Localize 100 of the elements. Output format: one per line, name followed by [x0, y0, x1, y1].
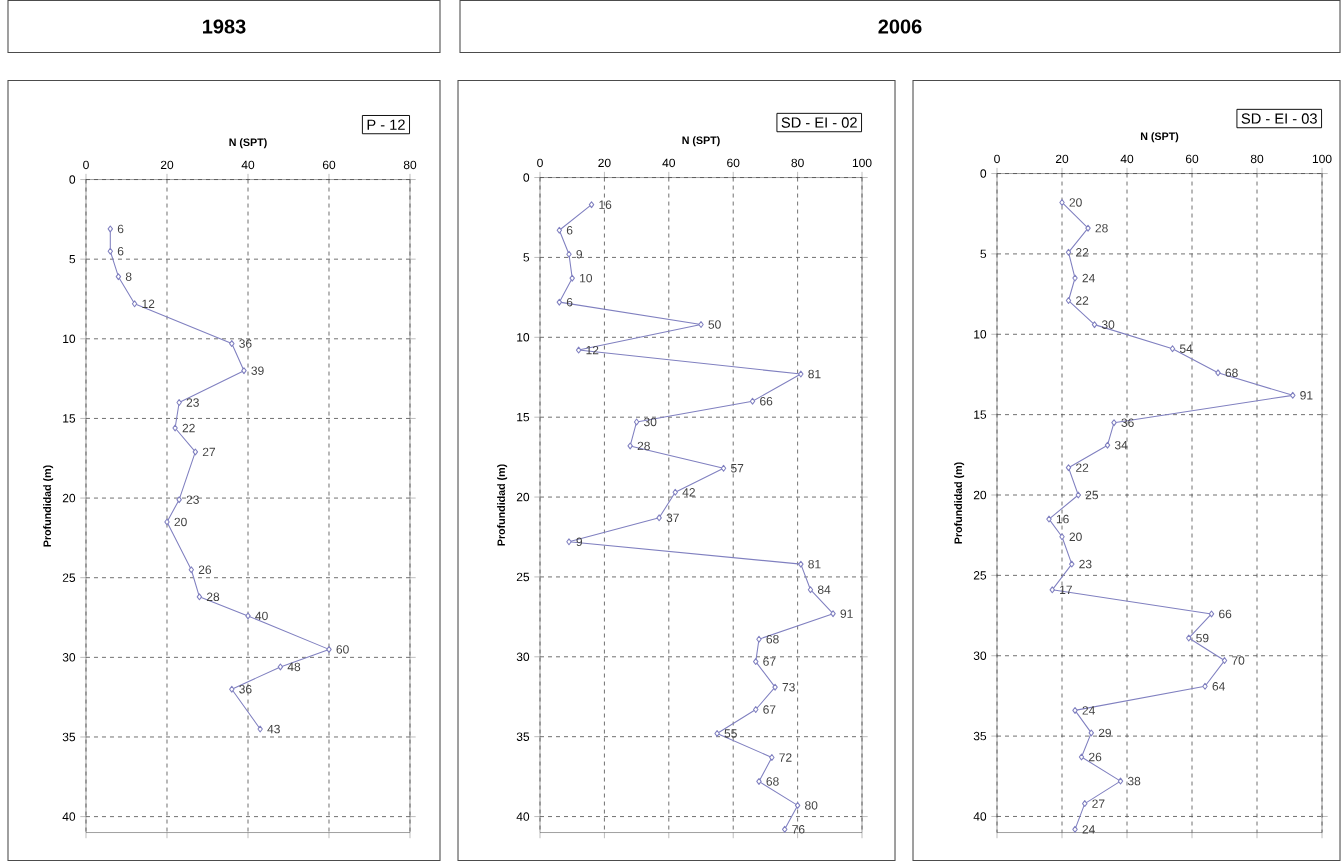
- data-label: 30: [1101, 320, 1115, 330]
- data-label: 36: [1121, 418, 1134, 428]
- y-tick-label: 0: [980, 169, 987, 179]
- data-label: 68: [766, 777, 779, 786]
- chart-title: 1983: [203, 19, 246, 34]
- x-tick-label: 80: [1250, 154, 1264, 164]
- y-tick-label: 5: [523, 253, 530, 262]
- x-tick-label: 100: [1312, 154, 1332, 164]
- data-label: 91: [840, 609, 853, 619]
- x-tick-label: 40: [662, 158, 676, 168]
- y-axis-title: Profundidad (m): [43, 465, 54, 547]
- data-label: 40: [255, 611, 268, 621]
- chart-title: 2006: [878, 19, 922, 34]
- data-label: 26: [1089, 752, 1102, 762]
- data-label: 6: [117, 224, 124, 234]
- data-label: 28: [206, 592, 220, 602]
- data-label: 23: [186, 398, 199, 408]
- data-label: 43: [267, 724, 280, 734]
- x-tick-label: 40: [241, 160, 255, 170]
- data-label: 6: [117, 247, 124, 256]
- x-tick-label: 0: [537, 158, 543, 168]
- y-tick-label: 5: [69, 255, 76, 264]
- data-label: 9: [576, 537, 583, 547]
- data-label: 39: [251, 366, 264, 376]
- y-tick-label: 40: [62, 812, 76, 822]
- data-label: 22: [1076, 463, 1089, 473]
- data-label: 37: [666, 513, 679, 523]
- data-label: 24: [1082, 706, 1095, 715]
- data-label: 68: [766, 635, 779, 644]
- y-tick-label: 10: [517, 333, 530, 342]
- data-label: 28: [637, 441, 650, 451]
- x-tick-label: 0: [994, 154, 1000, 164]
- y-axis-title: Profundidad (m): [954, 462, 965, 544]
- y-tick-label: 0: [523, 173, 530, 183]
- y-tick-label: 30: [516, 652, 530, 662]
- data-label: 67: [763, 657, 776, 667]
- data-label: 54: [1179, 344, 1193, 354]
- x-tick-label: 80: [403, 160, 417, 170]
- x-tick-label: 0: [83, 160, 89, 170]
- data-label: 38: [1127, 777, 1141, 786]
- data-label: 24: [1082, 274, 1095, 283]
- y-tick-label: 30: [973, 651, 987, 661]
- data-label: 36: [239, 685, 252, 694]
- data-label: 17: [1060, 585, 1072, 595]
- data-label: 30: [644, 417, 657, 427]
- y-tick-label: 25: [516, 572, 530, 582]
- data-label: 84: [817, 585, 831, 595]
- data-label: 12: [142, 299, 155, 309]
- x-tick-label: 100: [852, 158, 872, 168]
- data-label: 81: [808, 370, 821, 379]
- y-tick-label: 0: [69, 175, 76, 185]
- data-label: 25: [1085, 490, 1099, 500]
- data-label: 6: [566, 226, 573, 235]
- data-label: 20: [174, 517, 187, 527]
- data-label: 67: [763, 705, 776, 715]
- x-tick-label: 60: [727, 158, 740, 168]
- x-tick-label: 60: [1185, 154, 1199, 164]
- y-tick-label: 5: [980, 249, 987, 259]
- y-tick-label: 10: [974, 330, 987, 339]
- x-tick-label: 40: [1120, 154, 1134, 164]
- data-label: 16: [599, 200, 612, 210]
- data-label: 22: [1076, 296, 1089, 305]
- data-label: 26: [198, 565, 212, 575]
- data-label: 22: [182, 424, 195, 433]
- data-label: 70: [1232, 656, 1245, 666]
- data-label: 12: [586, 346, 599, 355]
- data-label: 50: [708, 320, 721, 329]
- data-label: 66: [1219, 609, 1232, 619]
- y-tick-label: 25: [62, 573, 76, 583]
- y-tick-label: 10: [63, 334, 76, 344]
- chart-subtitle: SD - EI - 03: [1241, 113, 1317, 124]
- data-label: 20: [1069, 532, 1082, 542]
- y-tick-label: 15: [63, 414, 76, 423]
- y-tick-label: 30: [62, 653, 76, 662]
- x-tick-label: 20: [598, 158, 611, 168]
- data-label: 55: [724, 729, 737, 738]
- data-label: 72: [779, 753, 792, 762]
- x-tick-label: 20: [160, 160, 174, 170]
- data-label: 68: [1225, 368, 1238, 378]
- chart-subtitle: P - 12: [367, 119, 405, 130]
- y-tick-label: 20: [62, 494, 76, 503]
- data-label: 28: [1095, 224, 1108, 233]
- y-tick-label: 35: [62, 732, 76, 742]
- x-axis-title: N (SPT): [1140, 132, 1179, 143]
- y-tick-label: 35: [516, 732, 530, 742]
- data-label: 64: [1212, 682, 1225, 691]
- x-axis-title: N (SPT): [229, 138, 267, 149]
- data-label: 91: [1300, 391, 1313, 400]
- chart-subtitle: SD - EI - 02: [781, 117, 857, 128]
- y-tick-label: 15: [517, 413, 530, 422]
- y-tick-label: 35: [973, 732, 987, 741]
- x-axis-title: N (SPT): [682, 136, 720, 147]
- data-label: 27: [1092, 799, 1105, 809]
- data-label: 23: [1079, 560, 1092, 569]
- data-label: 27: [202, 447, 216, 457]
- data-label: 22: [1076, 248, 1089, 257]
- y-tick-label: 25: [973, 571, 987, 580]
- data-label: 76: [792, 825, 805, 834]
- y-tick-label: 20: [973, 490, 987, 500]
- y-tick-label: 40: [973, 812, 987, 821]
